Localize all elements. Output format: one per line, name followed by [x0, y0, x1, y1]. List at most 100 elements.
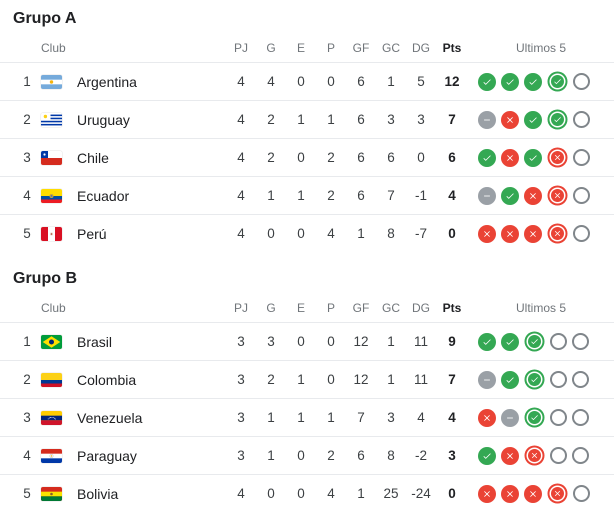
x-icon[interactable]: [478, 224, 496, 243]
last5-form: [478, 185, 604, 206]
team-row[interactable]: 4 Paraguay 3 1 0 2 6 8 -2 3: [0, 436, 614, 474]
empty-circle-icon[interactable]: [573, 187, 590, 204]
empty-circle-icon[interactable]: [573, 73, 590, 90]
column-header-g: G: [266, 301, 276, 315]
team-row[interactable]: 2 Uruguay 4 2 1 1 6 3 3 7: [0, 100, 614, 138]
x-icon[interactable]: [501, 110, 519, 129]
empty-circle-icon[interactable]: [573, 149, 590, 166]
x-icon[interactable]: [524, 484, 542, 503]
stat-value: 8: [387, 226, 395, 241]
column-header-g: G: [266, 41, 276, 55]
check-icon-latest[interactable]: [551, 75, 564, 88]
team-row[interactable]: 5 Bolivia 4 0 0 4 1 25 -24 0: [0, 474, 614, 512]
empty-circle-icon[interactable]: [573, 225, 590, 242]
team-name: Chile: [77, 149, 109, 166]
last5-form: [478, 407, 604, 428]
check-icon[interactable]: [501, 370, 519, 389]
x-icon-latest[interactable]: [551, 227, 564, 240]
minus-icon[interactable]: [478, 110, 496, 129]
empty-circle-icon[interactable]: [573, 111, 590, 128]
minus-icon[interactable]: [478, 370, 496, 389]
stat-value: 12: [353, 334, 369, 349]
empty-circle-icon[interactable]: [550, 409, 567, 426]
stat-value: 2: [267, 150, 275, 165]
check-icon[interactable]: [524, 72, 542, 91]
check-icon-latest[interactable]: [528, 411, 541, 424]
stat-value: -1: [414, 188, 427, 203]
column-header-dg: DG: [412, 41, 430, 55]
points-value: 0: [448, 226, 456, 241]
team-row[interactable]: 4 Ecuador 4 1 1 2 6 7 -1 4: [0, 176, 614, 214]
check-icon[interactable]: [478, 72, 496, 91]
check-icon-latest[interactable]: [528, 373, 541, 386]
flag-cell: [41, 372, 77, 387]
check-icon-latest[interactable]: [551, 113, 564, 126]
empty-circle-icon[interactable]: [573, 485, 590, 502]
x-icon-latest[interactable]: [551, 487, 564, 500]
check-icon[interactable]: [524, 110, 542, 129]
stat-value: 3: [237, 334, 245, 349]
check-icon[interactable]: [501, 72, 519, 91]
empty-circle-icon[interactable]: [572, 371, 589, 388]
x-icon[interactable]: [501, 224, 519, 243]
stat-value: 0: [267, 226, 275, 241]
x-icon[interactable]: [478, 484, 496, 503]
check-icon[interactable]: [478, 446, 496, 465]
x-icon[interactable]: [478, 408, 496, 427]
x-icon[interactable]: [524, 224, 542, 243]
stat-value: 7: [357, 410, 365, 425]
stat-value: 2: [327, 188, 335, 203]
stat-value: 2: [267, 372, 275, 387]
rank-label: 1: [23, 74, 31, 89]
x-icon-latest[interactable]: [528, 449, 541, 462]
last5-form: [478, 147, 604, 168]
check-icon[interactable]: [524, 148, 542, 167]
stat-value: 0: [297, 226, 305, 241]
minus-icon[interactable]: [501, 408, 519, 427]
check-icon-latest[interactable]: [528, 335, 541, 348]
x-icon[interactable]: [524, 186, 542, 205]
team-name: Paraguay: [77, 447, 137, 464]
last5-form: [478, 369, 604, 390]
x-icon[interactable]: [501, 446, 519, 465]
column-header-ultimos5: Ultimos 5: [515, 301, 566, 315]
empty-circle-icon[interactable]: [572, 409, 589, 426]
team-row[interactable]: 3 Chile 4 2 0 2 6 6 0 6: [0, 138, 614, 176]
flag-cell: [41, 112, 77, 127]
stat-value: 1: [387, 372, 395, 387]
stat-value: 1: [327, 410, 335, 425]
empty-circle-icon[interactable]: [550, 447, 567, 464]
empty-circle-icon[interactable]: [572, 447, 589, 464]
stat-value: 4: [237, 226, 245, 241]
group-title: Grupo A: [13, 10, 77, 27]
rank-label: 3: [23, 150, 31, 165]
team-row[interactable]: 1 Argentina 4 4 0 0 6 1 5 12: [0, 62, 614, 100]
stat-value: 1: [387, 74, 395, 89]
team-row[interactable]: 5 Perú 4 0 0 4 1 8 -7 0: [0, 214, 614, 252]
check-icon[interactable]: [478, 332, 496, 351]
stat-value: 0: [297, 448, 305, 463]
empty-circle-icon[interactable]: [550, 371, 567, 388]
check-icon[interactable]: [478, 148, 496, 167]
check-icon[interactable]: [501, 186, 519, 205]
flag-cell: [41, 410, 77, 425]
stat-value: 3: [387, 410, 395, 425]
x-icon-latest[interactable]: [551, 189, 564, 202]
team-row[interactable]: 2 Colombia 3 2 1 0 12 1 11 7: [0, 360, 614, 398]
empty-circle-icon[interactable]: [572, 333, 589, 350]
check-icon[interactable]: [501, 332, 519, 351]
minus-icon[interactable]: [478, 186, 496, 205]
column-header-gf: GF: [352, 41, 370, 55]
team-row[interactable]: 1 Brasil 3 3 0 0 12 1 11 9: [0, 322, 614, 360]
flag-cell: [41, 486, 77, 501]
rank-label: 4: [23, 188, 31, 203]
x-icon-latest[interactable]: [551, 151, 564, 164]
empty-circle-icon[interactable]: [550, 333, 567, 350]
stat-value: 0: [297, 334, 305, 349]
stat-value: 6: [357, 448, 365, 463]
stat-value: 0: [297, 150, 305, 165]
last5-form: [478, 331, 604, 352]
x-icon[interactable]: [501, 148, 519, 167]
team-row[interactable]: 3 Venezuela 3 1 1 1 7 3 4 4: [0, 398, 614, 436]
x-icon[interactable]: [501, 484, 519, 503]
